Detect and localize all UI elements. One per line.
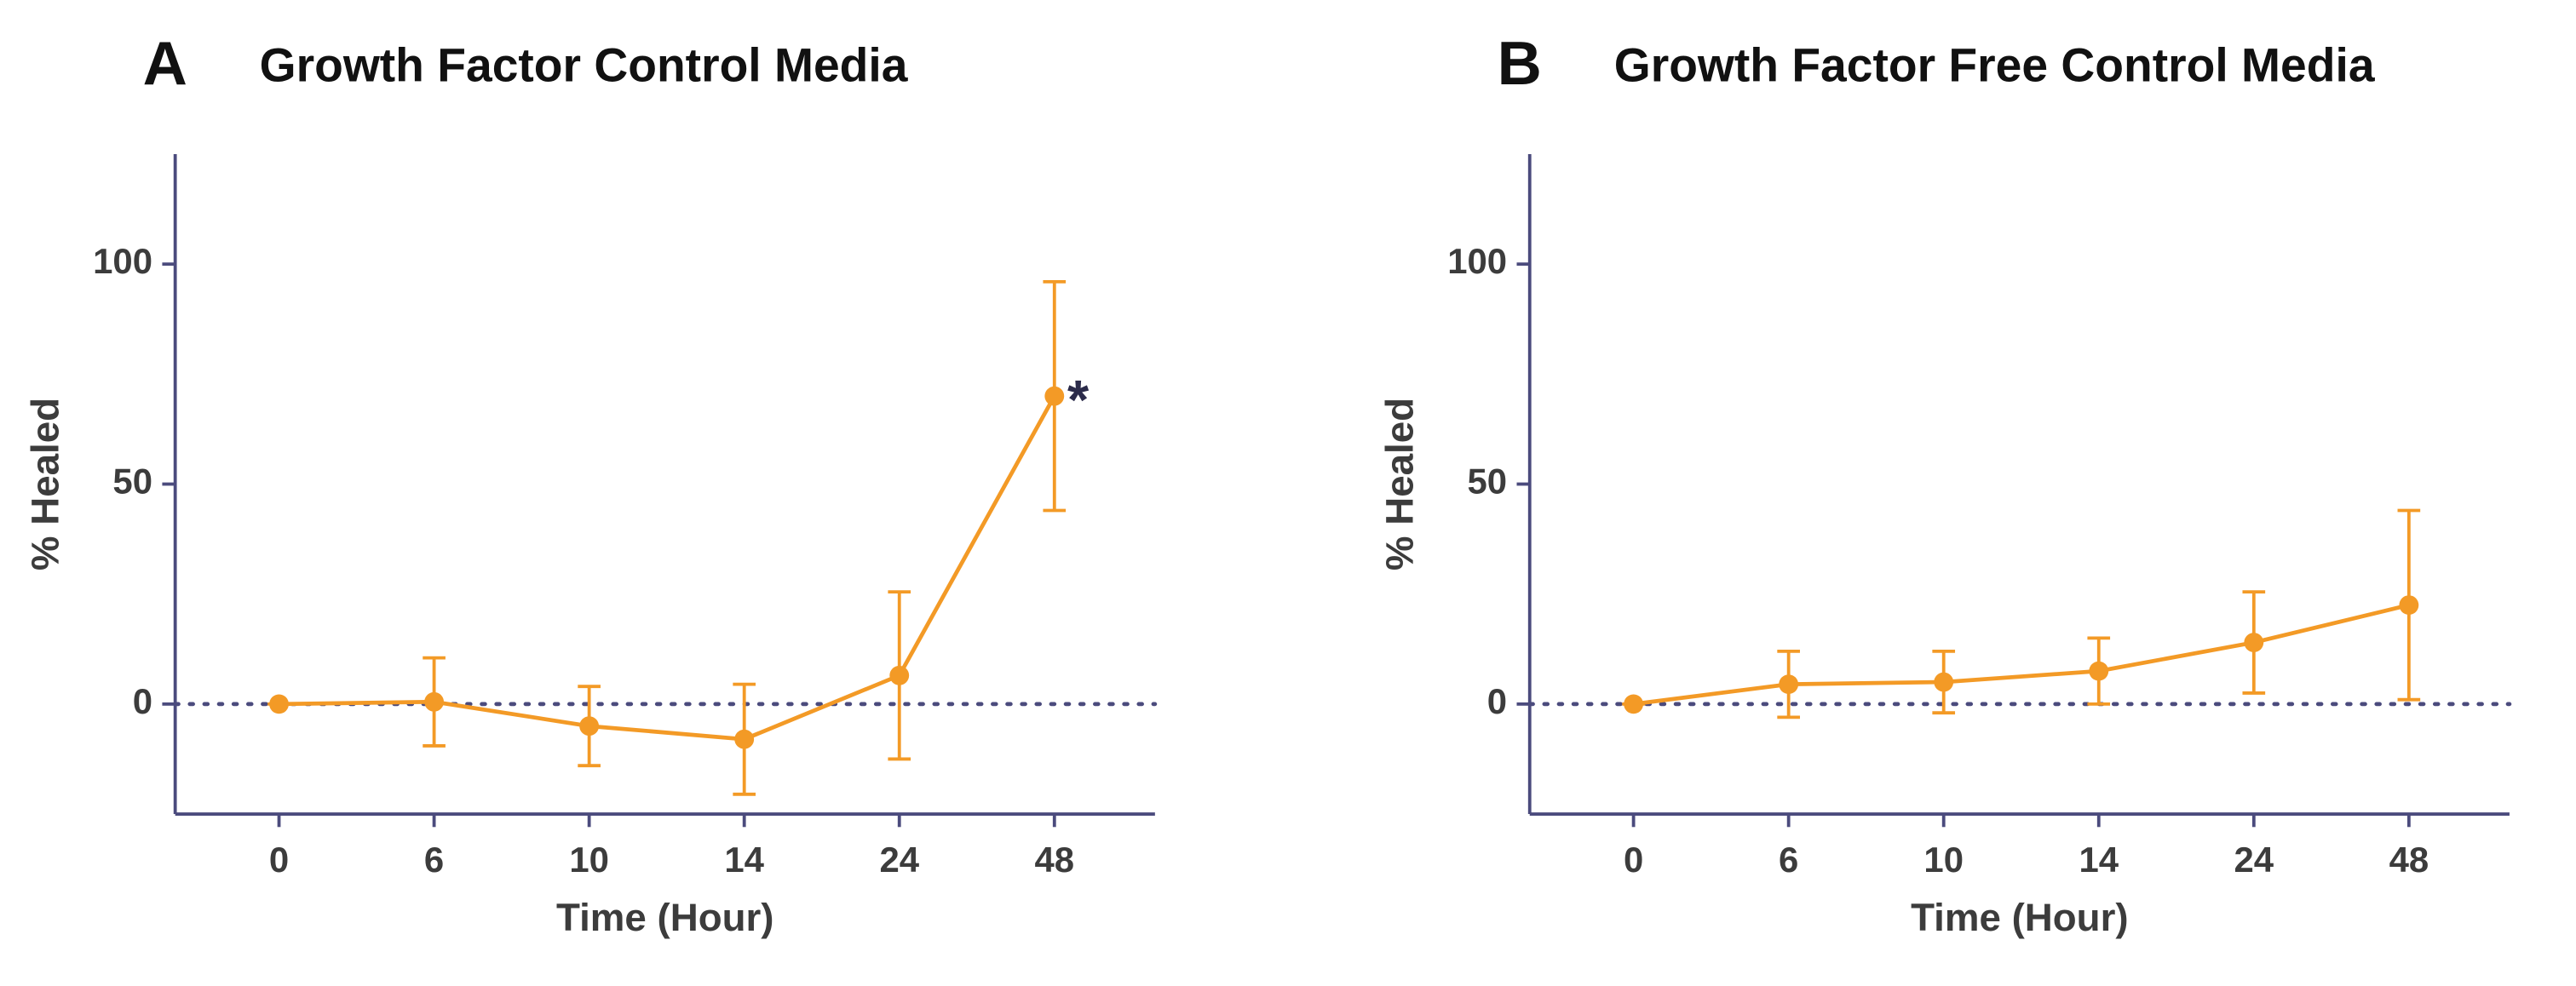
x-tick-label: 10 — [1923, 840, 1964, 880]
x-tick-label: 14 — [2079, 840, 2119, 880]
x-tick-label: 24 — [879, 840, 919, 880]
chart-title: Growth Factor Control Media — [260, 38, 909, 91]
y-tick-label: 100 — [1447, 241, 1507, 281]
y-axis-title: % Healed — [24, 398, 67, 570]
x-tick-label: 14 — [724, 840, 764, 880]
data-point — [1779, 674, 1799, 695]
panel-label: A — [143, 29, 187, 98]
x-tick-label: 10 — [569, 840, 609, 880]
y-tick-label: 0 — [133, 681, 152, 721]
data-point — [889, 665, 910, 685]
x-tick-label: 24 — [2234, 840, 2274, 880]
y-tick-label: 0 — [1487, 681, 1507, 721]
data-point — [734, 729, 755, 749]
chart-title: Growth Factor Free Control Media — [1614, 38, 2376, 91]
series-line — [1633, 603, 2410, 707]
data-point — [269, 694, 289, 714]
x-axis-title: Time (Hour) — [1911, 896, 2129, 939]
data-point — [2089, 661, 2109, 681]
data-point — [424, 691, 445, 712]
x-tick-label: 48 — [1034, 840, 1074, 880]
y-tick-label: 50 — [112, 461, 152, 502]
annotation: * — [1067, 369, 1090, 431]
x-tick-label: 0 — [269, 840, 289, 880]
panel: A Growth Factor Control Media 0 50 100 0 6 10 14… — [24, 29, 1158, 939]
y-tick-label: 50 — [1468, 461, 1508, 502]
x-tick-label: 6 — [1779, 840, 1798, 880]
data-point — [1624, 694, 1644, 714]
x-tick-label: 48 — [2389, 840, 2429, 880]
data-point — [579, 716, 600, 737]
x-tick-label: 6 — [424, 840, 444, 880]
panel-label: B — [1498, 29, 1542, 98]
y-tick-label: 100 — [93, 241, 152, 281]
panel: B Growth Factor Free Control Media 0 50 100 0… — [1378, 29, 2512, 939]
data-point — [2399, 595, 2419, 616]
x-axis-title: Time (Hour) — [556, 896, 774, 939]
data-point — [2244, 633, 2264, 652]
y-axis-title: % Healed — [1378, 398, 1422, 570]
series-line — [279, 395, 1056, 742]
x-tick-label: 0 — [1624, 840, 1643, 880]
data-point — [1044, 386, 1065, 406]
data-point — [1934, 672, 1954, 692]
